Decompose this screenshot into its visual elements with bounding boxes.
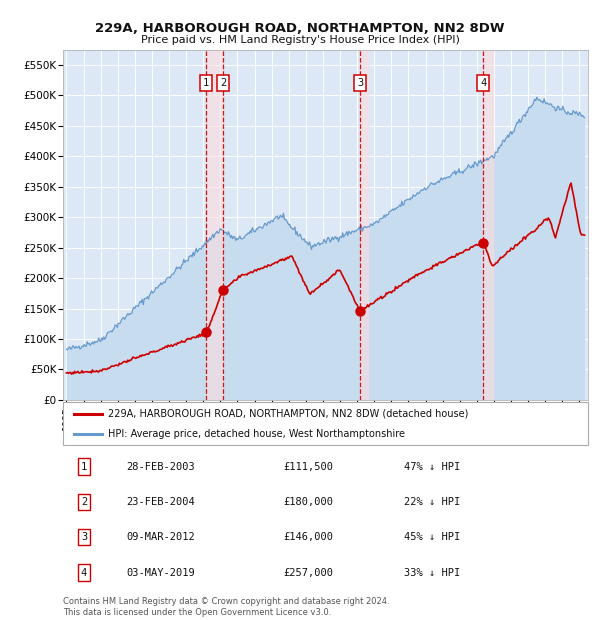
Text: 4: 4 [480,78,486,88]
Text: 1: 1 [81,461,87,472]
Text: 45% ↓ HPI: 45% ↓ HPI [404,532,461,542]
Bar [483,50,493,400]
Text: 2: 2 [220,78,226,88]
Bar [360,50,368,400]
Text: £111,500: £111,500 [284,461,334,472]
Text: 03-MAY-2019: 03-MAY-2019 [126,567,195,578]
Text: Price paid vs. HM Land Registry's House Price Index (HPI): Price paid vs. HM Land Registry's House … [140,35,460,45]
Text: 2: 2 [81,497,87,507]
Text: 47% ↓ HPI: 47% ↓ HPI [404,461,461,472]
Text: 28-FEB-2003: 28-FEB-2003 [126,461,195,472]
Text: £146,000: £146,000 [284,532,334,542]
Text: HPI: Average price, detached house, West Northamptonshire: HPI: Average price, detached house, West… [107,429,404,439]
Text: 33% ↓ HPI: 33% ↓ HPI [404,567,461,578]
Text: 22% ↓ HPI: 22% ↓ HPI [404,497,461,507]
Text: 229A, HARBOROUGH ROAD, NORTHAMPTON, NN2 8DW: 229A, HARBOROUGH ROAD, NORTHAMPTON, NN2 … [95,22,505,35]
Bar [206,50,223,400]
Text: 3: 3 [357,78,364,88]
Text: 23-FEB-2004: 23-FEB-2004 [126,497,195,507]
Text: 09-MAR-2012: 09-MAR-2012 [126,532,195,542]
Text: 1: 1 [203,78,209,88]
Text: 3: 3 [81,532,87,542]
Text: 4: 4 [81,567,87,578]
FancyBboxPatch shape [63,402,588,445]
Text: £257,000: £257,000 [284,567,334,578]
Text: £180,000: £180,000 [284,497,334,507]
Text: Contains HM Land Registry data © Crown copyright and database right 2024.
This d: Contains HM Land Registry data © Crown c… [63,598,389,617]
Text: 229A, HARBOROUGH ROAD, NORTHAMPTON, NN2 8DW (detached house): 229A, HARBOROUGH ROAD, NORTHAMPTON, NN2 … [107,409,468,419]
